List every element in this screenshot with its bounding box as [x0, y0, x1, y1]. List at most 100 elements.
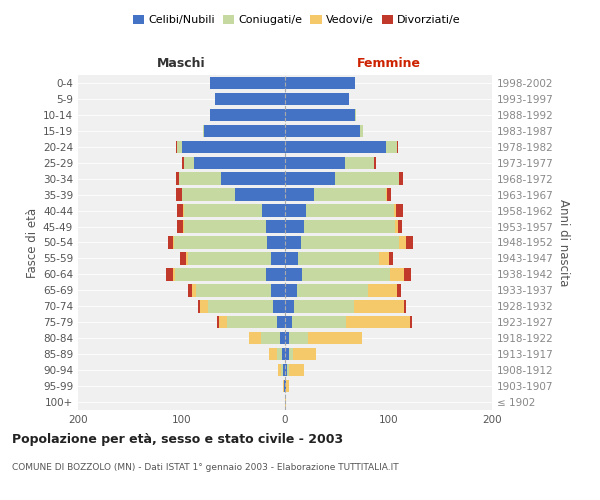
Bar	[211, 108, 285, 121]
Bar	[285, 300, 295, 312]
Bar	[355, 300, 404, 312]
Bar	[203, 124, 204, 137]
Bar	[285, 252, 298, 264]
Bar	[280, 332, 285, 344]
Bar	[386, 188, 388, 201]
Text: COMUNE DI BOZZOLO (MN) - Dati ISTAT 1° gennaio 2003 - Elaborazione TUTTITALIA.IT: COMUNE DI BOZZOLO (MN) - Dati ISTAT 1° g…	[12, 462, 398, 471]
Bar	[269, 348, 277, 360]
Bar	[285, 396, 286, 408]
Bar	[188, 252, 271, 264]
Bar	[181, 252, 185, 264]
Bar	[306, 204, 394, 217]
Bar	[397, 140, 398, 153]
Bar	[395, 220, 398, 233]
Bar	[278, 364, 281, 376]
Bar	[215, 92, 285, 105]
Bar	[285, 316, 292, 328]
Bar	[282, 348, 285, 360]
Bar	[277, 348, 282, 360]
Bar	[219, 316, 227, 328]
Bar	[388, 188, 391, 201]
Y-axis label: Fasce di età: Fasce di età	[26, 208, 39, 278]
Bar	[196, 284, 271, 296]
Bar	[182, 204, 184, 217]
Bar	[178, 204, 182, 217]
Bar	[345, 156, 374, 169]
Bar	[289, 332, 308, 344]
Bar	[285, 108, 355, 121]
Bar	[399, 236, 406, 248]
Bar	[298, 284, 368, 296]
Bar	[286, 380, 289, 392]
Bar	[285, 220, 304, 233]
Bar	[289, 364, 304, 376]
Bar	[194, 156, 285, 169]
Bar	[394, 204, 396, 217]
Bar	[293, 348, 316, 360]
Bar	[208, 300, 272, 312]
Bar	[272, 300, 285, 312]
Text: Femmine: Femmine	[356, 57, 421, 70]
Bar	[285, 77, 355, 89]
Bar	[182, 156, 184, 169]
Bar	[271, 252, 285, 264]
Bar	[374, 156, 376, 169]
Bar	[302, 268, 389, 280]
Bar	[285, 268, 302, 280]
Bar	[285, 332, 289, 344]
Bar	[178, 220, 182, 233]
Bar	[359, 124, 362, 137]
Bar	[399, 172, 403, 185]
Bar	[389, 268, 404, 280]
Bar	[188, 284, 192, 296]
Bar	[277, 316, 285, 328]
Bar	[346, 316, 410, 328]
Bar	[285, 236, 301, 248]
Bar	[200, 300, 208, 312]
Bar	[268, 236, 285, 248]
Bar	[182, 140, 285, 153]
Bar	[173, 268, 175, 280]
Bar	[284, 380, 285, 392]
Bar	[386, 140, 397, 153]
Bar	[304, 220, 395, 233]
Bar	[410, 316, 412, 328]
Bar	[266, 268, 285, 280]
Bar	[285, 380, 286, 392]
Bar	[301, 236, 399, 248]
Bar	[176, 172, 179, 185]
Bar	[295, 300, 355, 312]
Bar	[184, 156, 194, 169]
Bar	[176, 140, 178, 153]
Bar	[211, 77, 285, 89]
Bar	[235, 188, 285, 201]
Bar	[266, 220, 285, 233]
Bar	[178, 140, 182, 153]
Y-axis label: Anni di nascita: Anni di nascita	[557, 199, 570, 286]
Bar	[285, 156, 345, 169]
Bar	[285, 364, 287, 376]
Bar	[285, 188, 314, 201]
Bar	[287, 364, 289, 376]
Bar	[182, 220, 184, 233]
Bar	[217, 316, 219, 328]
Bar	[168, 236, 173, 248]
Bar	[184, 220, 266, 233]
Bar	[292, 316, 346, 328]
Bar	[368, 284, 397, 296]
Bar	[249, 332, 261, 344]
Bar	[379, 252, 389, 264]
Bar	[355, 108, 356, 121]
Bar	[283, 364, 285, 376]
Bar	[192, 284, 196, 296]
Bar	[173, 236, 174, 248]
Bar	[198, 300, 200, 312]
Bar	[335, 172, 399, 185]
Bar	[285, 348, 289, 360]
Bar	[389, 252, 392, 264]
Bar	[285, 172, 335, 185]
Bar	[308, 332, 362, 344]
Bar	[285, 140, 386, 153]
Bar	[398, 220, 402, 233]
Bar	[271, 284, 285, 296]
